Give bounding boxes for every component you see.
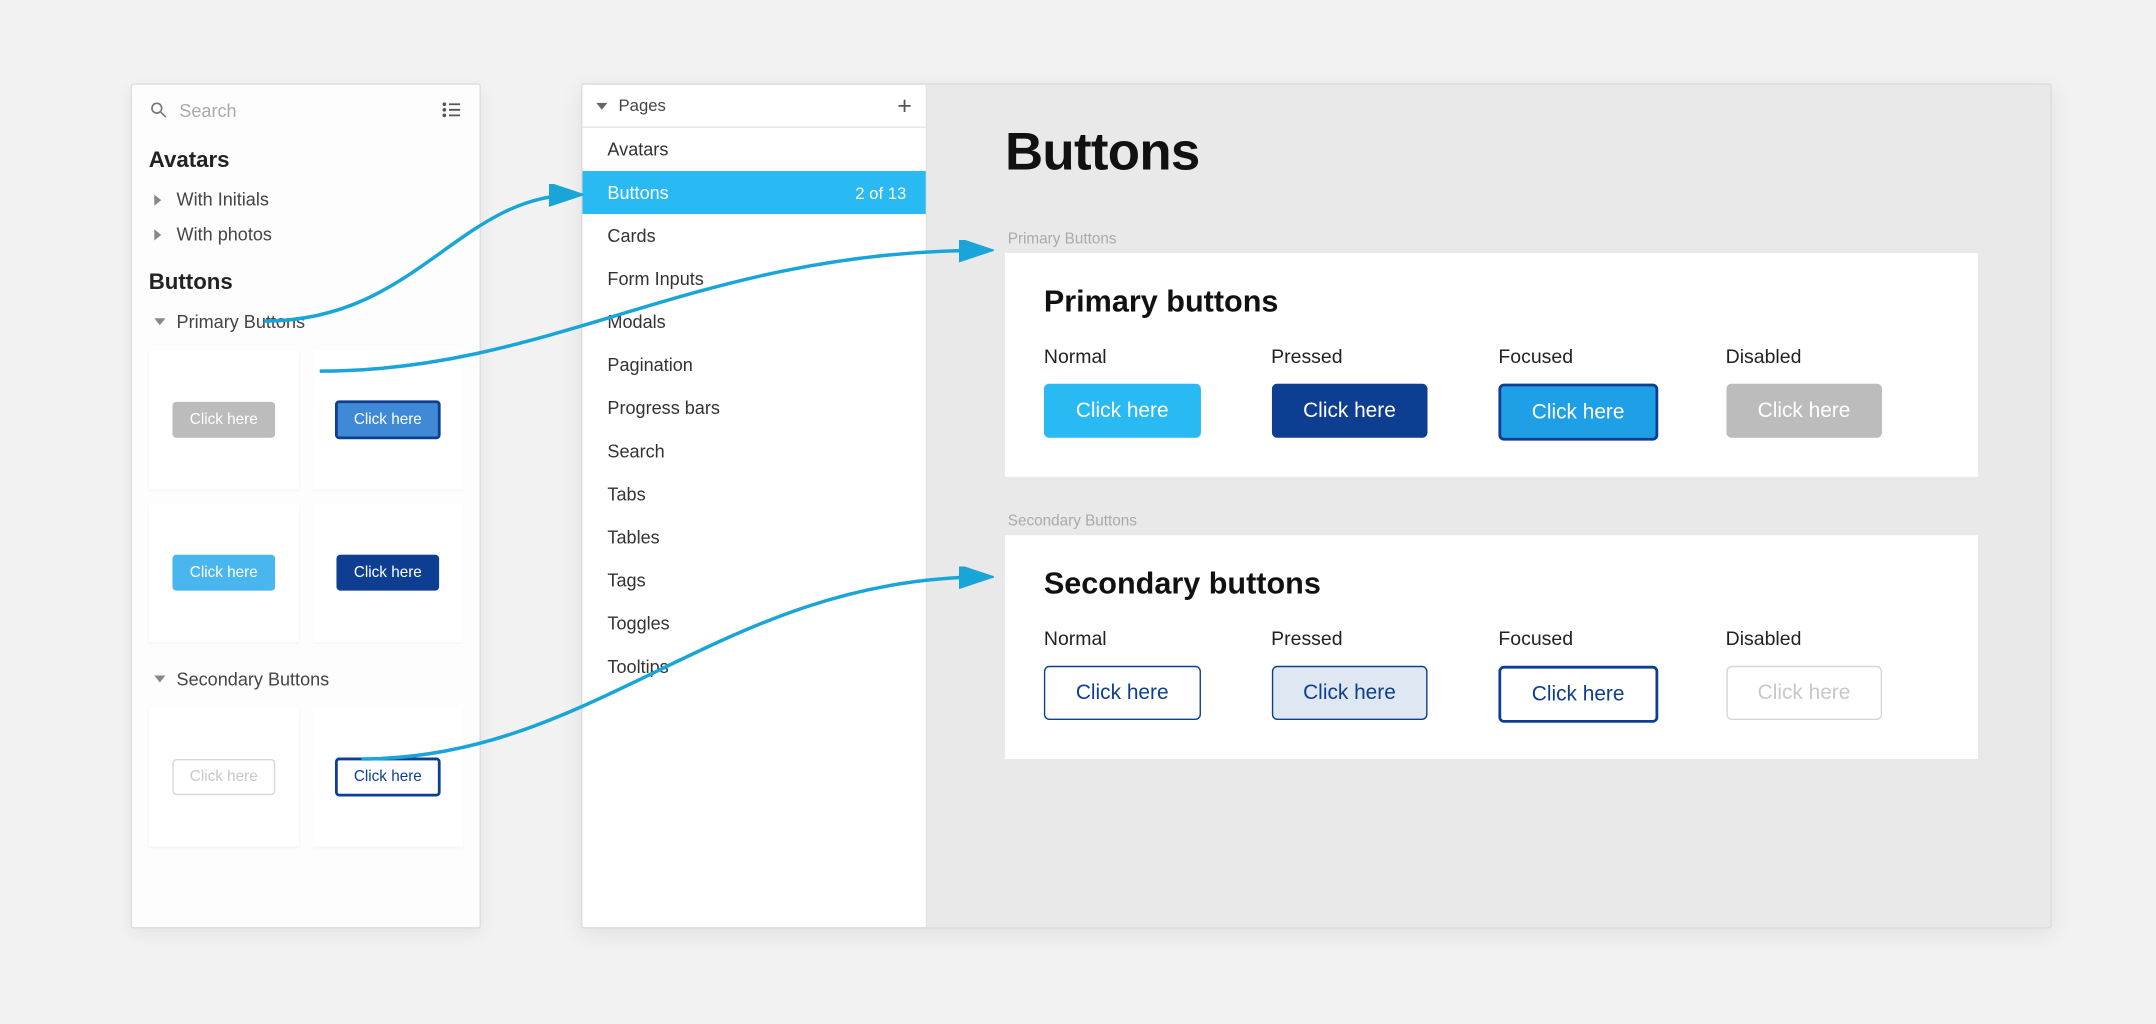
page-item-buttons[interactable]: Buttons 2 of 13	[582, 171, 925, 214]
page-item-label: Form Inputs	[607, 268, 703, 289]
button-state-disabled: Disabled Click here	[1726, 345, 1939, 441]
thumbnail[interactable]: Click here	[149, 503, 299, 642]
thumb-button-disabled: Click here	[172, 402, 276, 438]
page-item-label: Modals	[607, 311, 665, 332]
tree-item-primary-buttons[interactable]: Primary Buttons	[132, 304, 480, 339]
page-item-label: Buttons	[607, 182, 668, 203]
state-label: Focused	[1498, 345, 1711, 367]
page-item-pagination[interactable]: Pagination	[582, 343, 925, 386]
pages-sidebar: Pages + Avatars Buttons 2 of 13 Cards Form I…	[582, 85, 927, 927]
frame-heading: Primary buttons	[1044, 284, 1939, 320]
thumbnail-grid-primary: Click here Click here Click here Click h…	[132, 339, 480, 653]
tree-item-label: Secondary Buttons	[177, 669, 330, 690]
page-item-tooltips[interactable]: Tooltips	[582, 645, 925, 688]
pages-header-label: Pages	[619, 96, 666, 115]
chevron-down-icon	[154, 318, 165, 329]
primary-button-normal[interactable]: Click here	[1044, 384, 1201, 438]
list-view-icon[interactable]	[441, 99, 463, 121]
page-item-tabs[interactable]: Tabs	[582, 473, 925, 516]
secondary-button-normal[interactable]: Click here	[1044, 666, 1201, 720]
state-label: Disabled	[1726, 627, 1939, 649]
page-item-label: Toggles	[607, 613, 669, 634]
section-heading-avatars: Avatars	[132, 129, 480, 182]
search-input[interactable]	[179, 99, 440, 120]
tree-item-with-photos[interactable]: With photos	[132, 217, 480, 252]
frame-label-secondary[interactable]: Secondary Buttons	[1008, 513, 2012, 530]
button-state-pressed: Pressed Click here	[1271, 627, 1484, 723]
tree-item-label: With photos	[177, 224, 272, 245]
chevron-down-icon	[154, 676, 165, 687]
button-state-normal: Normal Click here	[1044, 345, 1257, 441]
page-item-progress-bars[interactable]: Progress bars	[582, 386, 925, 429]
page-item-label: Tags	[607, 570, 645, 591]
thumbnail-grid-secondary: Click here Click here	[132, 696, 480, 857]
page-item-label: Cards	[607, 225, 655, 246]
thumbnail[interactable]: Click here	[149, 708, 299, 847]
component-panel: Avatars With Initials With photos Button…	[131, 83, 481, 928]
page-item-cards[interactable]: Cards	[582, 214, 925, 257]
button-state-focused: Focused Click here	[1498, 345, 1711, 441]
page-item-form-inputs[interactable]: Form Inputs	[582, 257, 925, 300]
plus-icon[interactable]: +	[897, 96, 912, 115]
page-item-modals[interactable]: Modals	[582, 300, 925, 343]
secondary-button-focused[interactable]: Click here	[1498, 666, 1657, 723]
page-item-count: 2 of 13	[855, 183, 906, 202]
page-item-label: Progress bars	[607, 398, 719, 419]
page-item-label: Pagination	[607, 354, 692, 375]
primary-button-disabled[interactable]: Click here	[1726, 384, 1883, 438]
thumbnail[interactable]: Click here	[149, 350, 299, 489]
page-item-label: Tabs	[607, 484, 645, 505]
page-item-label: Tooltips	[607, 656, 668, 677]
thumbnail[interactable]: Click here	[313, 708, 463, 847]
page-item-label: Avatars	[607, 139, 668, 160]
frame-label-primary[interactable]: Primary Buttons	[1008, 231, 2012, 248]
chevron-down-icon	[596, 102, 607, 109]
frame-secondary-buttons[interactable]: Secondary buttons NormalClick herePresse…	[1005, 535, 1978, 759]
page-title: Buttons	[1005, 124, 2011, 184]
button-state-pressed: Pressed Click here	[1271, 345, 1484, 441]
page-item-search[interactable]: Search	[582, 430, 925, 473]
button-state-normal: Normal Click here	[1044, 627, 1257, 723]
thumb-button-sec-focused: Click here	[334, 758, 441, 797]
frame-primary-buttons[interactable]: Primary buttons Normal Click here Pressed C…	[1005, 253, 1978, 477]
thumb-button-sec-disabled: Click here	[172, 759, 276, 795]
page-item-toggles[interactable]: Toggles	[582, 602, 925, 645]
primary-button-focused[interactable]: Click here	[1498, 384, 1657, 441]
page-item-tables[interactable]: Tables	[582, 516, 925, 559]
page-item-tags[interactable]: Tags	[582, 559, 925, 602]
state-label: Focused	[1498, 627, 1711, 649]
tree-item-with-initials[interactable]: With Initials	[132, 182, 480, 217]
state-label: Pressed	[1271, 345, 1484, 367]
thumbnail[interactable]: Click here	[313, 503, 463, 642]
tree-item-label: With Initials	[177, 189, 269, 210]
state-label: Disabled	[1726, 345, 1939, 367]
state-label: Normal	[1044, 345, 1257, 367]
primary-button-pressed[interactable]: Click here	[1271, 384, 1428, 438]
canvas[interactable]: Buttons Primary Buttons Primary buttons …	[927, 85, 2050, 927]
thumb-button-normal: Click here	[172, 555, 276, 591]
thumb-button-pressed: Click here	[336, 555, 440, 591]
frame-heading: Secondary buttons	[1044, 566, 1939, 602]
thumb-button-focused: Click here	[334, 400, 441, 439]
state-label: Pressed	[1271, 627, 1484, 649]
pages-header[interactable]: Pages +	[582, 85, 925, 128]
tree-item-label: Primary Buttons	[177, 311, 306, 332]
page-item-avatars[interactable]: Avatars	[582, 128, 925, 171]
tree-item-secondary-buttons[interactable]: Secondary Buttons	[132, 662, 480, 697]
page-item-label: Search	[607, 441, 664, 462]
secondary-button-disabled[interactable]: Click here	[1726, 666, 1883, 720]
thumbnail[interactable]: Click here	[313, 350, 463, 489]
state-label: Normal	[1044, 627, 1257, 649]
button-state-focused: Focused Click here	[1498, 627, 1711, 723]
design-window: Pages + Avatars Buttons 2 of 13 Cards Form I…	[581, 83, 2052, 928]
section-heading-buttons: Buttons	[132, 252, 480, 305]
chevron-right-icon	[154, 194, 165, 205]
search-icon	[149, 100, 168, 119]
secondary-button-pressed[interactable]: Click here	[1271, 666, 1428, 720]
page-item-label: Tables	[607, 527, 659, 548]
chevron-right-icon	[154, 229, 165, 240]
button-state-disabled: Disabled Click here	[1726, 627, 1939, 723]
